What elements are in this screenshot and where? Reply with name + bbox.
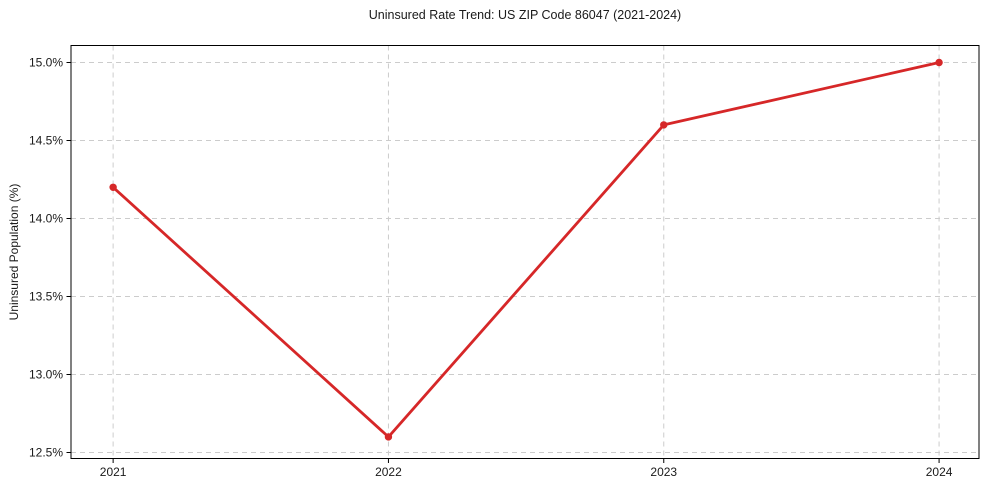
- y-tick-label: 12.5%: [29, 445, 63, 459]
- y-tick-label: 14.0%: [29, 211, 63, 225]
- x-tick-label: 2023: [650, 465, 677, 479]
- y-tick-label: 14.5%: [29, 134, 63, 148]
- x-tick-label: 2024: [926, 465, 953, 479]
- chart-title: Uninsured Rate Trend: US ZIP Code 86047 …: [368, 8, 682, 22]
- plot-border: [70, 45, 980, 459]
- y-tick-label: 15.0%: [29, 56, 63, 70]
- data-point: [935, 58, 943, 67]
- y-tick-label: 13.5%: [29, 289, 63, 303]
- y-tick-label: 13.0%: [29, 367, 63, 381]
- data-point: [660, 121, 668, 129]
- data-point: [384, 433, 393, 441]
- x-tick-label: 2022: [375, 465, 402, 479]
- x-tick-label: 2021: [100, 465, 127, 479]
- data-point: [109, 183, 117, 192]
- series-line: [111, 61, 941, 439]
